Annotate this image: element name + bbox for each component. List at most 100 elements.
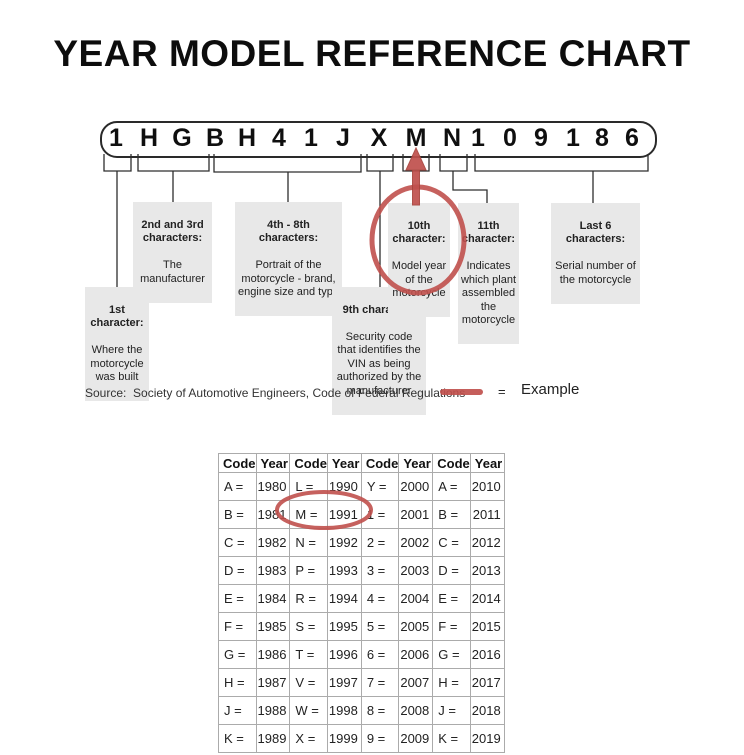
callout-title: 2nd and 3rd characters: xyxy=(141,218,204,245)
callout-2nd-3rd-characters: 2nd and 3rd characters: The manufacturer xyxy=(133,202,212,303)
code-cell: W = xyxy=(289,696,328,725)
year-cell: 1994 xyxy=(326,584,362,613)
vin-character: 1 xyxy=(566,124,580,152)
code-cell: E = xyxy=(432,584,471,613)
year-cell: 1990 xyxy=(326,472,362,501)
callout-title: 11th character: xyxy=(461,219,516,246)
code-cell: J = xyxy=(432,696,471,725)
vin-character: 1 xyxy=(304,124,318,152)
table-header-cell: Year xyxy=(255,453,291,473)
code-cell: 7 = xyxy=(360,668,400,697)
source-note: Source: Society of Automotive Engineers,… xyxy=(85,386,466,400)
vin-character: 4 xyxy=(272,124,286,152)
code-cell: G = xyxy=(432,640,471,669)
vin-character: M xyxy=(405,124,427,152)
vin-character: 1 xyxy=(471,124,485,152)
legend-equals: = xyxy=(498,384,506,399)
year-cell: 1999 xyxy=(326,724,362,753)
callout-body: Security code that identifies the VIN as… xyxy=(336,330,422,397)
code-cell: S = xyxy=(289,612,328,641)
table-header-cell: Year xyxy=(398,453,434,473)
year-cell: 1993 xyxy=(326,556,362,585)
callout-body: Where the motorcycle was built xyxy=(90,344,144,383)
year-cell: 1988 xyxy=(255,696,291,725)
code-cell: P = xyxy=(289,556,328,585)
table-row: H = 1987 V = 1997 7 = 2007 H = 2017 xyxy=(218,668,505,697)
table-header-cell: Code xyxy=(289,453,328,473)
callout-last-6-characters: Last 6 characters: Serial number of the … xyxy=(551,203,640,304)
callout-body: Model year of the motorcycle xyxy=(391,260,447,299)
year-cell: 2014 xyxy=(469,584,505,613)
year-cell: 1992 xyxy=(326,528,362,557)
legend-example-label: Example xyxy=(521,381,580,398)
callout-10th-character: 10th character: Model year of the motorc… xyxy=(388,203,450,317)
table-header-cell: Code xyxy=(360,453,400,473)
table-header-row: Code Year Code Year Code Year Code Year xyxy=(218,453,505,473)
code-cell: H = xyxy=(218,668,257,697)
code-cell: M = xyxy=(289,500,328,529)
code-cell: L = xyxy=(289,472,328,501)
vin-character: J xyxy=(336,124,350,152)
code-cell: J = xyxy=(218,696,257,725)
vin-character: N xyxy=(442,124,462,152)
year-cell: 1986 xyxy=(255,640,291,669)
vin-character: 9 xyxy=(534,124,548,152)
table-header-cell: Code xyxy=(432,453,471,473)
callout-body: Portrait of the motorcycle - brand, engi… xyxy=(238,259,339,298)
year-cell: 2018 xyxy=(469,696,505,725)
code-cell: C = xyxy=(218,528,257,557)
table-row: K = 1989 X = 1999 9 = 2009 K = 2019 xyxy=(218,724,505,753)
callout-title: 1st character: xyxy=(90,303,144,330)
year-cell: 1982 xyxy=(255,528,291,557)
code-cell: Y = xyxy=(360,472,400,501)
year-cell: 2000 xyxy=(398,472,434,501)
year-cell: 2002 xyxy=(398,528,434,557)
vin-character: B xyxy=(205,124,225,152)
year-cell: 2004 xyxy=(398,584,434,613)
stem-11th xyxy=(452,171,488,203)
year-cell: 1989 xyxy=(255,724,291,753)
year-cell: 2019 xyxy=(469,724,505,753)
callout-body: The manufacturer xyxy=(140,259,205,285)
code-cell: T = xyxy=(289,640,328,669)
year-cell: 1996 xyxy=(326,640,362,669)
callout-11th-character: 11th character: Indicates which plant as… xyxy=(458,203,519,344)
code-cell: 3 = xyxy=(360,556,400,585)
year-cell: 2017 xyxy=(469,668,505,697)
year-cell: 2008 xyxy=(398,696,434,725)
table-row: G = 1986 T = 1996 6 = 2006 G = 2016 xyxy=(218,640,505,669)
year-cell: 2003 xyxy=(398,556,434,585)
year-cell: 1981 xyxy=(255,500,291,529)
code-cell: X = xyxy=(289,724,328,753)
code-cell: 4 = xyxy=(360,584,400,613)
code-cell: K = xyxy=(432,724,471,753)
year-cell: 1983 xyxy=(255,556,291,585)
table-row: A = 1980 L = 1990 Y = 2000 A = 2010 xyxy=(218,472,505,501)
year-cell: 1998 xyxy=(326,696,362,725)
year-cell: 1984 xyxy=(255,584,291,613)
code-cell: 5 = xyxy=(360,612,400,641)
vin-character: H xyxy=(139,124,159,152)
year-cell: 2012 xyxy=(469,528,505,557)
code-cell: 9 = xyxy=(360,724,400,753)
code-cell: D = xyxy=(218,556,257,585)
code-cell: 8 = xyxy=(360,696,400,725)
callout-title: Last 6 characters: xyxy=(565,219,626,246)
callout-title: 4th - 8th characters: xyxy=(258,218,319,245)
code-cell: E = xyxy=(218,584,257,613)
year-cell: 1980 xyxy=(255,472,291,501)
code-cell: F = xyxy=(218,612,257,641)
year-cell: 2015 xyxy=(469,612,505,641)
code-cell: K = xyxy=(218,724,257,753)
table-row: B = 1981 M = 1991 1 = 2001 B = 2011 xyxy=(218,500,505,529)
code-cell: C = xyxy=(432,528,471,557)
table-header-cell: Year xyxy=(326,453,362,473)
vin-character: 8 xyxy=(595,124,609,152)
year-cell: 1991 xyxy=(326,500,362,529)
code-cell: A = xyxy=(218,472,257,501)
page-title: YEAR MODEL REFERENCE CHART xyxy=(53,33,691,74)
year-cell: 2009 xyxy=(398,724,434,753)
table-row: C = 1982 N = 1992 2 = 2002 C = 2012 xyxy=(218,528,505,557)
table-header-cell: Year xyxy=(469,453,505,473)
